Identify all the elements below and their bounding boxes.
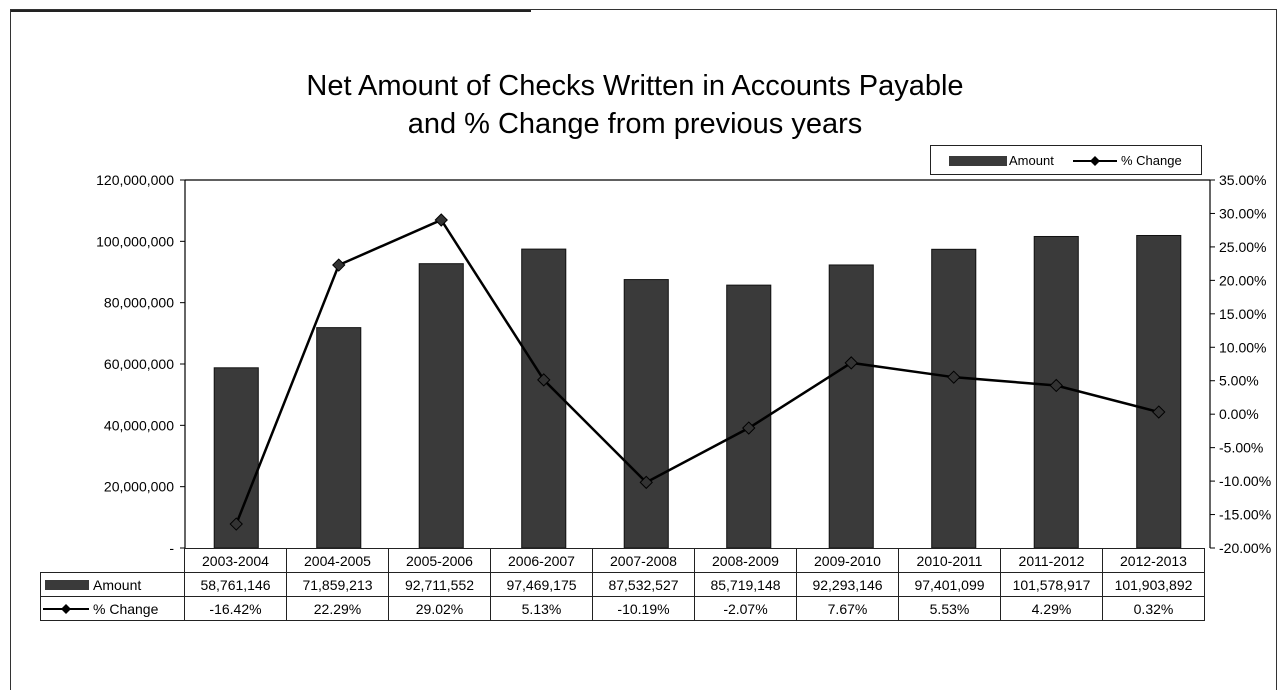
table-cell-amount: 101,578,917 bbox=[1000, 572, 1103, 597]
category-label: 2010-2011 bbox=[898, 548, 1001, 573]
bar-amount bbox=[1136, 234, 1182, 549]
top-border-line bbox=[11, 10, 531, 12]
category-label: 2003-2004 bbox=[184, 548, 287, 573]
left-tick-label: 60,000,000 bbox=[104, 356, 174, 372]
table-cell-amount: 58,761,146 bbox=[184, 572, 287, 597]
legend-amount-swatch bbox=[949, 156, 1007, 166]
right-tick-label: 20.00% bbox=[1219, 272, 1266, 288]
marker-percent-change bbox=[1049, 378, 1063, 393]
category-label: 2004-2005 bbox=[286, 548, 389, 573]
marker-percent-change bbox=[537, 373, 551, 387]
legend-amount-label: Amount bbox=[1009, 153, 1054, 168]
left-tick-label: - bbox=[169, 540, 174, 556]
marker-percent-change bbox=[844, 356, 858, 370]
category-label: 2009-2010 bbox=[796, 548, 899, 573]
table-cell-amount: 101,903,892 bbox=[1102, 572, 1205, 597]
table-row-change: % Change -16.42% 22.29% 29.02% 5.13% -10.19%… bbox=[40, 596, 1205, 621]
legend: Amount % Change bbox=[930, 145, 1202, 175]
category-label: 2012-2013 bbox=[1102, 548, 1205, 573]
category-label: 2006-2007 bbox=[490, 548, 593, 573]
left-tick-label: 40,000,000 bbox=[104, 417, 174, 433]
chart-title-line2: and % Change from previous years bbox=[407, 108, 863, 140]
right-tick-label: 10.00% bbox=[1219, 339, 1266, 355]
right-tick-label: 15.00% bbox=[1219, 306, 1266, 322]
bar-amount bbox=[316, 327, 362, 549]
marker-percent-change bbox=[742, 421, 756, 435]
table-cell-change: 0.32% bbox=[1102, 596, 1205, 621]
table-cell-change: -10.19% bbox=[592, 596, 695, 621]
marker-percent-change bbox=[229, 517, 243, 531]
table-cell-amount: 92,711,552 bbox=[388, 572, 491, 597]
table-cell-amount: 87,532,527 bbox=[592, 572, 695, 597]
marker-percent-change bbox=[1152, 405, 1166, 419]
left-tick-label: 20,000,000 bbox=[104, 479, 174, 495]
legend-change-label: % Change bbox=[1121, 153, 1182, 168]
left-tick-label: 100,000,000 bbox=[96, 233, 174, 249]
table-cell-amount: 97,469,175 bbox=[490, 572, 593, 597]
right-tick-label: 30.00% bbox=[1219, 205, 1266, 221]
table-cell-amount: 85,719,148 bbox=[694, 572, 797, 597]
right-tick-label: -5.00% bbox=[1219, 440, 1263, 456]
chart-frame bbox=[10, 9, 1277, 690]
table-cell-change: 22.29% bbox=[286, 596, 389, 621]
table-row-amount: Amount 58,761,146 71,859,213 92,711,552 97,… bbox=[40, 572, 1205, 597]
category-label: 2011-2012 bbox=[1000, 548, 1103, 573]
table-cell-change: 5.53% bbox=[898, 596, 1001, 621]
table-row-label-amount: Amount bbox=[40, 572, 185, 597]
marker-percent-change bbox=[332, 258, 346, 272]
bar-amount bbox=[1033, 235, 1079, 549]
table-amount-swatch bbox=[45, 580, 89, 590]
right-tick-label: -15.00% bbox=[1219, 507, 1271, 523]
table-cell-change: -2.07% bbox=[694, 596, 797, 621]
right-tick-label: 0.00% bbox=[1219, 406, 1259, 422]
table-cell-change: 5.13% bbox=[490, 596, 593, 621]
marker-percent-change bbox=[947, 370, 961, 384]
bar-amount bbox=[931, 248, 977, 549]
table-cell-change: -16.42% bbox=[184, 596, 287, 621]
bar-amount bbox=[828, 264, 874, 549]
bar-amount bbox=[521, 248, 567, 549]
right-tick-label: -10.00% bbox=[1219, 473, 1271, 489]
marker-percent-change bbox=[639, 475, 653, 490]
category-label: 2005-2006 bbox=[388, 548, 491, 573]
data-table: 2003-2004 2004-2005 2005-2006 2006-2007 2007… bbox=[40, 548, 1205, 621]
table-cell-change: 29.02% bbox=[388, 596, 491, 621]
chart-title-line1: Net Amount of Checks Written in Accounts… bbox=[306, 70, 964, 102]
table-cell-amount: 92,293,146 bbox=[796, 572, 899, 597]
table-row-label-change: % Change bbox=[40, 596, 185, 621]
bar-amount bbox=[418, 263, 464, 549]
right-tick-label: 25.00% bbox=[1219, 239, 1266, 255]
table-cell-change: 4.29% bbox=[1000, 596, 1103, 621]
bar-amount bbox=[726, 284, 772, 549]
table-cell-change: 7.67% bbox=[796, 596, 899, 621]
legend-change-swatch bbox=[1073, 156, 1117, 166]
category-label: 2007-2008 bbox=[592, 548, 695, 573]
table-cell-amount: 71,859,213 bbox=[286, 572, 389, 597]
table-header-row: 2003-2004 2004-2005 2005-2006 2006-2007 2007… bbox=[41, 548, 1205, 573]
right-tick-label: 5.00% bbox=[1219, 373, 1259, 389]
bar-amount bbox=[623, 279, 669, 549]
right-tick-label: 35.00% bbox=[1219, 172, 1266, 188]
right-tick-label: -20.00% bbox=[1219, 540, 1271, 556]
marker-percent-change bbox=[434, 213, 448, 227]
table-change-swatch bbox=[43, 604, 89, 614]
left-tick-label: 120,000,000 bbox=[96, 172, 174, 188]
table-cell-amount: 97,401,099 bbox=[898, 572, 1001, 597]
category-label: 2008-2009 bbox=[694, 548, 797, 573]
line-percent-change bbox=[235, 218, 1160, 525]
left-tick-label: 80,000,000 bbox=[104, 295, 174, 311]
